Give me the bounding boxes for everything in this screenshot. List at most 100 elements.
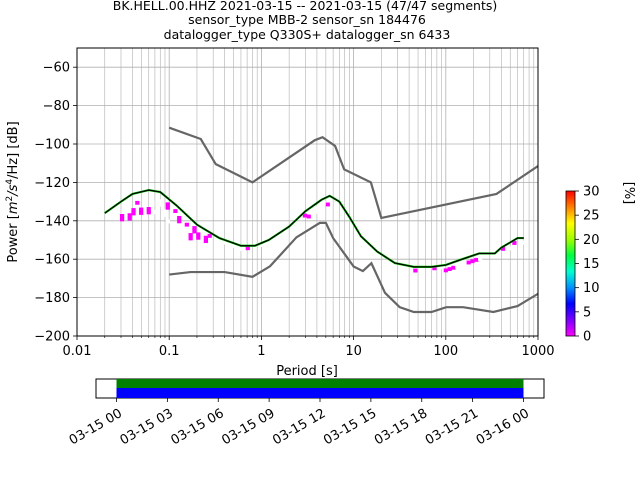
timeline-tick-label: 03-15 09 [219, 406, 277, 448]
heatmap-cell [127, 199, 132, 204]
y-label-m: m [6, 201, 21, 214]
heatmap-cell [207, 247, 212, 252]
heatmap-cell [196, 232, 201, 237]
noise-models [168, 126, 538, 314]
timeline-tick-label: 03-15 21 [423, 406, 481, 448]
y-axis-ticks: −200 −180 −160 −140 −120 −100 −80 −60 [34, 61, 77, 345]
y-label-exp4: 4 [5, 179, 15, 185]
heatmap-cell [443, 268, 448, 273]
heatmap-cell [192, 243, 197, 248]
plot-frame [76, 47, 539, 337]
title-line-2: sensor_type MBB-2 sensor_sn 184476 [188, 12, 426, 27]
low-noise-model-line [169, 221, 538, 314]
x-tick-label: 100 [433, 344, 458, 359]
heatmap-cell [314, 206, 319, 211]
heatmap-cell [158, 199, 163, 204]
timeline-tick-label: 03-15 00 [67, 406, 125, 448]
heatmap-cell [116, 205, 121, 210]
heatmap-cell [173, 222, 178, 227]
colorbar-tick-label: 10 [583, 281, 600, 296]
heatmap-cell [238, 247, 243, 252]
heatmap-cell [302, 213, 308, 218]
heatmap-cell [260, 243, 266, 247]
x-axis-ticks: 0.01 0.1 1 10 100 1000 [63, 336, 555, 359]
colorbar-tick-label: 0 [583, 330, 591, 345]
colorbar-tick-label: 15 [583, 257, 600, 272]
y-tick-label: −100 [34, 138, 70, 153]
plot-area: 0.01 0.1 1 10 100 1000 −200 −180 −160 −140 −120 −1… [34, 47, 555, 359]
heatmap-cell [196, 235, 201, 240]
timeline-tick-label: 03-15 15 [321, 406, 379, 448]
heatmap-cell [207, 233, 212, 238]
heatmap-cell [192, 229, 197, 234]
heatmap-cell [462, 261, 467, 266]
heatmap-cell [207, 251, 212, 256]
heatmap-cell [230, 243, 235, 248]
colorbar-swatch [565, 190, 576, 337]
heatmap-cell [493, 249, 498, 254]
heatmap-cell [203, 239, 208, 244]
colorbar-tick-label: 5 [583, 305, 591, 320]
y-label-exp2: 2 [5, 196, 15, 202]
heatmap-cell [199, 244, 205, 249]
heatmap-cell [272, 237, 277, 242]
high-noise-model-line [168, 126, 538, 220]
x-tick-label: 0.1 [159, 344, 180, 359]
title-line-1: BK.HELL.00.HHZ 2021-03-15 -- 2021-03-15 … [113, 0, 497, 13]
y-label-prefix: Power [ [6, 214, 21, 263]
heatmap-cell [165, 202, 170, 207]
heatmap-cell [470, 259, 475, 264]
y-tick-label: −120 [34, 176, 70, 191]
mean-line [104, 189, 524, 268]
heatmap-cell [413, 268, 418, 273]
x-tick-label: 1000 [521, 344, 554, 359]
heatmap-cell [321, 201, 327, 206]
coverage-bar-green [116, 379, 524, 388]
heatmap-cell [154, 209, 159, 214]
psd-heatmap [108, 199, 525, 273]
heatmap-cell [508, 246, 513, 251]
heatmap-cell [173, 226, 178, 231]
heatmap-cell [123, 208, 129, 213]
heatmap-cell [169, 216, 174, 220]
colorbar: 0 5 10 15 20 25 30 [%] [565, 182, 636, 345]
y-tick-label: −200 [34, 330, 70, 345]
heatmap-cell [466, 260, 471, 265]
heatmap-cell [135, 200, 140, 205]
statistic-curves [104, 188, 524, 268]
title-line-3: datalogger_type Q330S+ datalogger_sn 643… [164, 27, 451, 42]
heatmap-cell [127, 216, 132, 221]
x-tick-label: 0.01 [63, 344, 92, 359]
timeline-tick-label: 03-15 18 [372, 406, 430, 448]
heatmap-cell [146, 207, 151, 211]
heatmap-cell [451, 265, 456, 270]
y-tick-label: −60 [43, 61, 70, 76]
timeline-tick-label: 03-15 06 [169, 406, 227, 448]
y-tick-label: −80 [43, 99, 70, 114]
heatmap-cell [131, 211, 136, 216]
heatmap-cell [139, 207, 144, 212]
heatmap-cell [192, 226, 197, 230]
plot-background [77, 48, 538, 336]
heatmap-cell [119, 217, 125, 222]
y-label-s: /s [6, 184, 21, 196]
heatmap-cell [188, 233, 193, 237]
heatmap-cell [268, 240, 273, 245]
heatmap-cell [150, 203, 155, 208]
heatmap-cell [458, 263, 464, 268]
y-axis-label: Power [m2/s4/Hz] [dB] [5, 121, 21, 262]
heatmap-cell [177, 215, 182, 220]
heatmap-cell [474, 257, 479, 262]
heatmap-cell [158, 202, 163, 207]
colorbar-tick-label: 20 [583, 233, 600, 248]
x-tick-label: 1 [257, 344, 265, 359]
heatmap-cell [161, 209, 167, 214]
coverage-bar-blue [116, 388, 524, 398]
heatmap-cell [119, 214, 125, 218]
heatmap-cell [455, 264, 460, 269]
heatmap-cell [306, 214, 311, 219]
heatmap-cell [245, 246, 250, 251]
heatmap-cell [169, 212, 174, 217]
